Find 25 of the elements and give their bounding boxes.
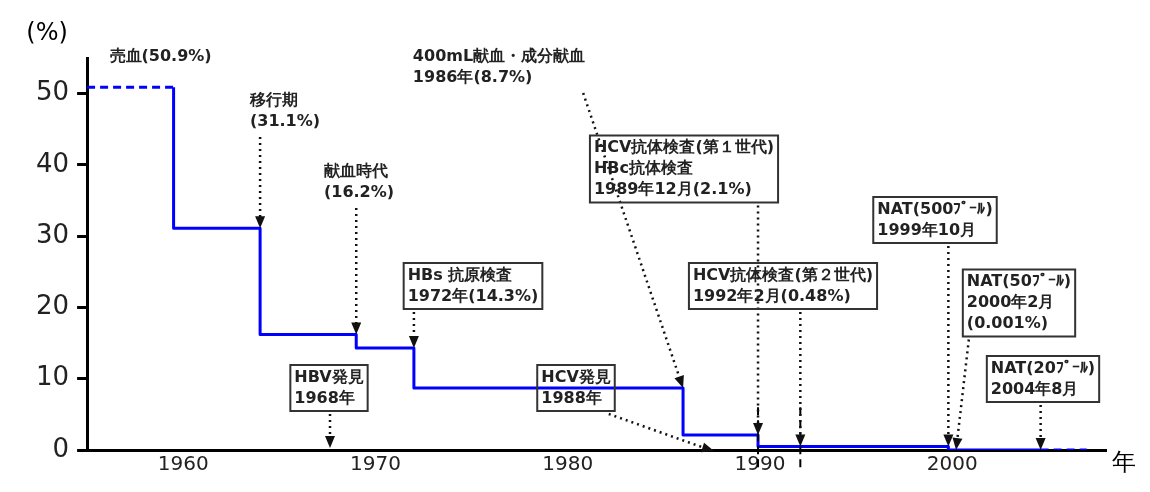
x-tick-label: 2000 xyxy=(926,451,978,476)
x-tick-label: 1960 xyxy=(157,451,209,476)
y-tick-label: 20 xyxy=(35,290,70,321)
y-tick-label: 0 xyxy=(52,432,70,463)
x-tick-label: 1990 xyxy=(734,451,786,476)
annotation: NAT(50ﾌﾟｰﾙ) 2000年2月 (0.001%) xyxy=(966,271,1072,333)
y-tick-label: 10 xyxy=(35,361,70,392)
x-axis-title: 年 xyxy=(1112,448,1136,477)
y-tick-label: 30 xyxy=(35,218,70,249)
annotation: HCV発見 1988年 xyxy=(541,366,611,407)
annotation: HCV抗体検査(第１世代) HBc抗体検査 1989年12月(2.1%) xyxy=(593,137,775,199)
y-tick-label: 50 xyxy=(35,76,70,107)
annotation: NAT(20ﾌﾟｰﾙ) 2004年8月 xyxy=(990,357,1096,398)
annotation: 移行期 (31.1%) xyxy=(248,89,321,130)
annotation: HCV抗体検査(第２世代) 1992年2月(0.48%) xyxy=(692,264,874,305)
y-axis-title: (%) xyxy=(26,18,68,47)
annotation: 献血時代 (16.2%) xyxy=(323,160,395,201)
annotation: 400mL献血・成分献血 1986年(8.7%) xyxy=(412,45,586,86)
y-tick-label: 40 xyxy=(35,147,70,178)
x-tick-label: 1980 xyxy=(542,451,594,476)
annotation: NAT(500ﾌﾟｰﾙ) 1999年10月 xyxy=(877,198,993,239)
annotation: HBV発見 1968年 xyxy=(294,366,364,407)
annotation: 売血(50.9%) xyxy=(109,46,212,66)
x-tick-label: 1970 xyxy=(350,451,401,476)
annotation: HBs 抗原検査 1972年(14.3%) xyxy=(407,264,539,305)
